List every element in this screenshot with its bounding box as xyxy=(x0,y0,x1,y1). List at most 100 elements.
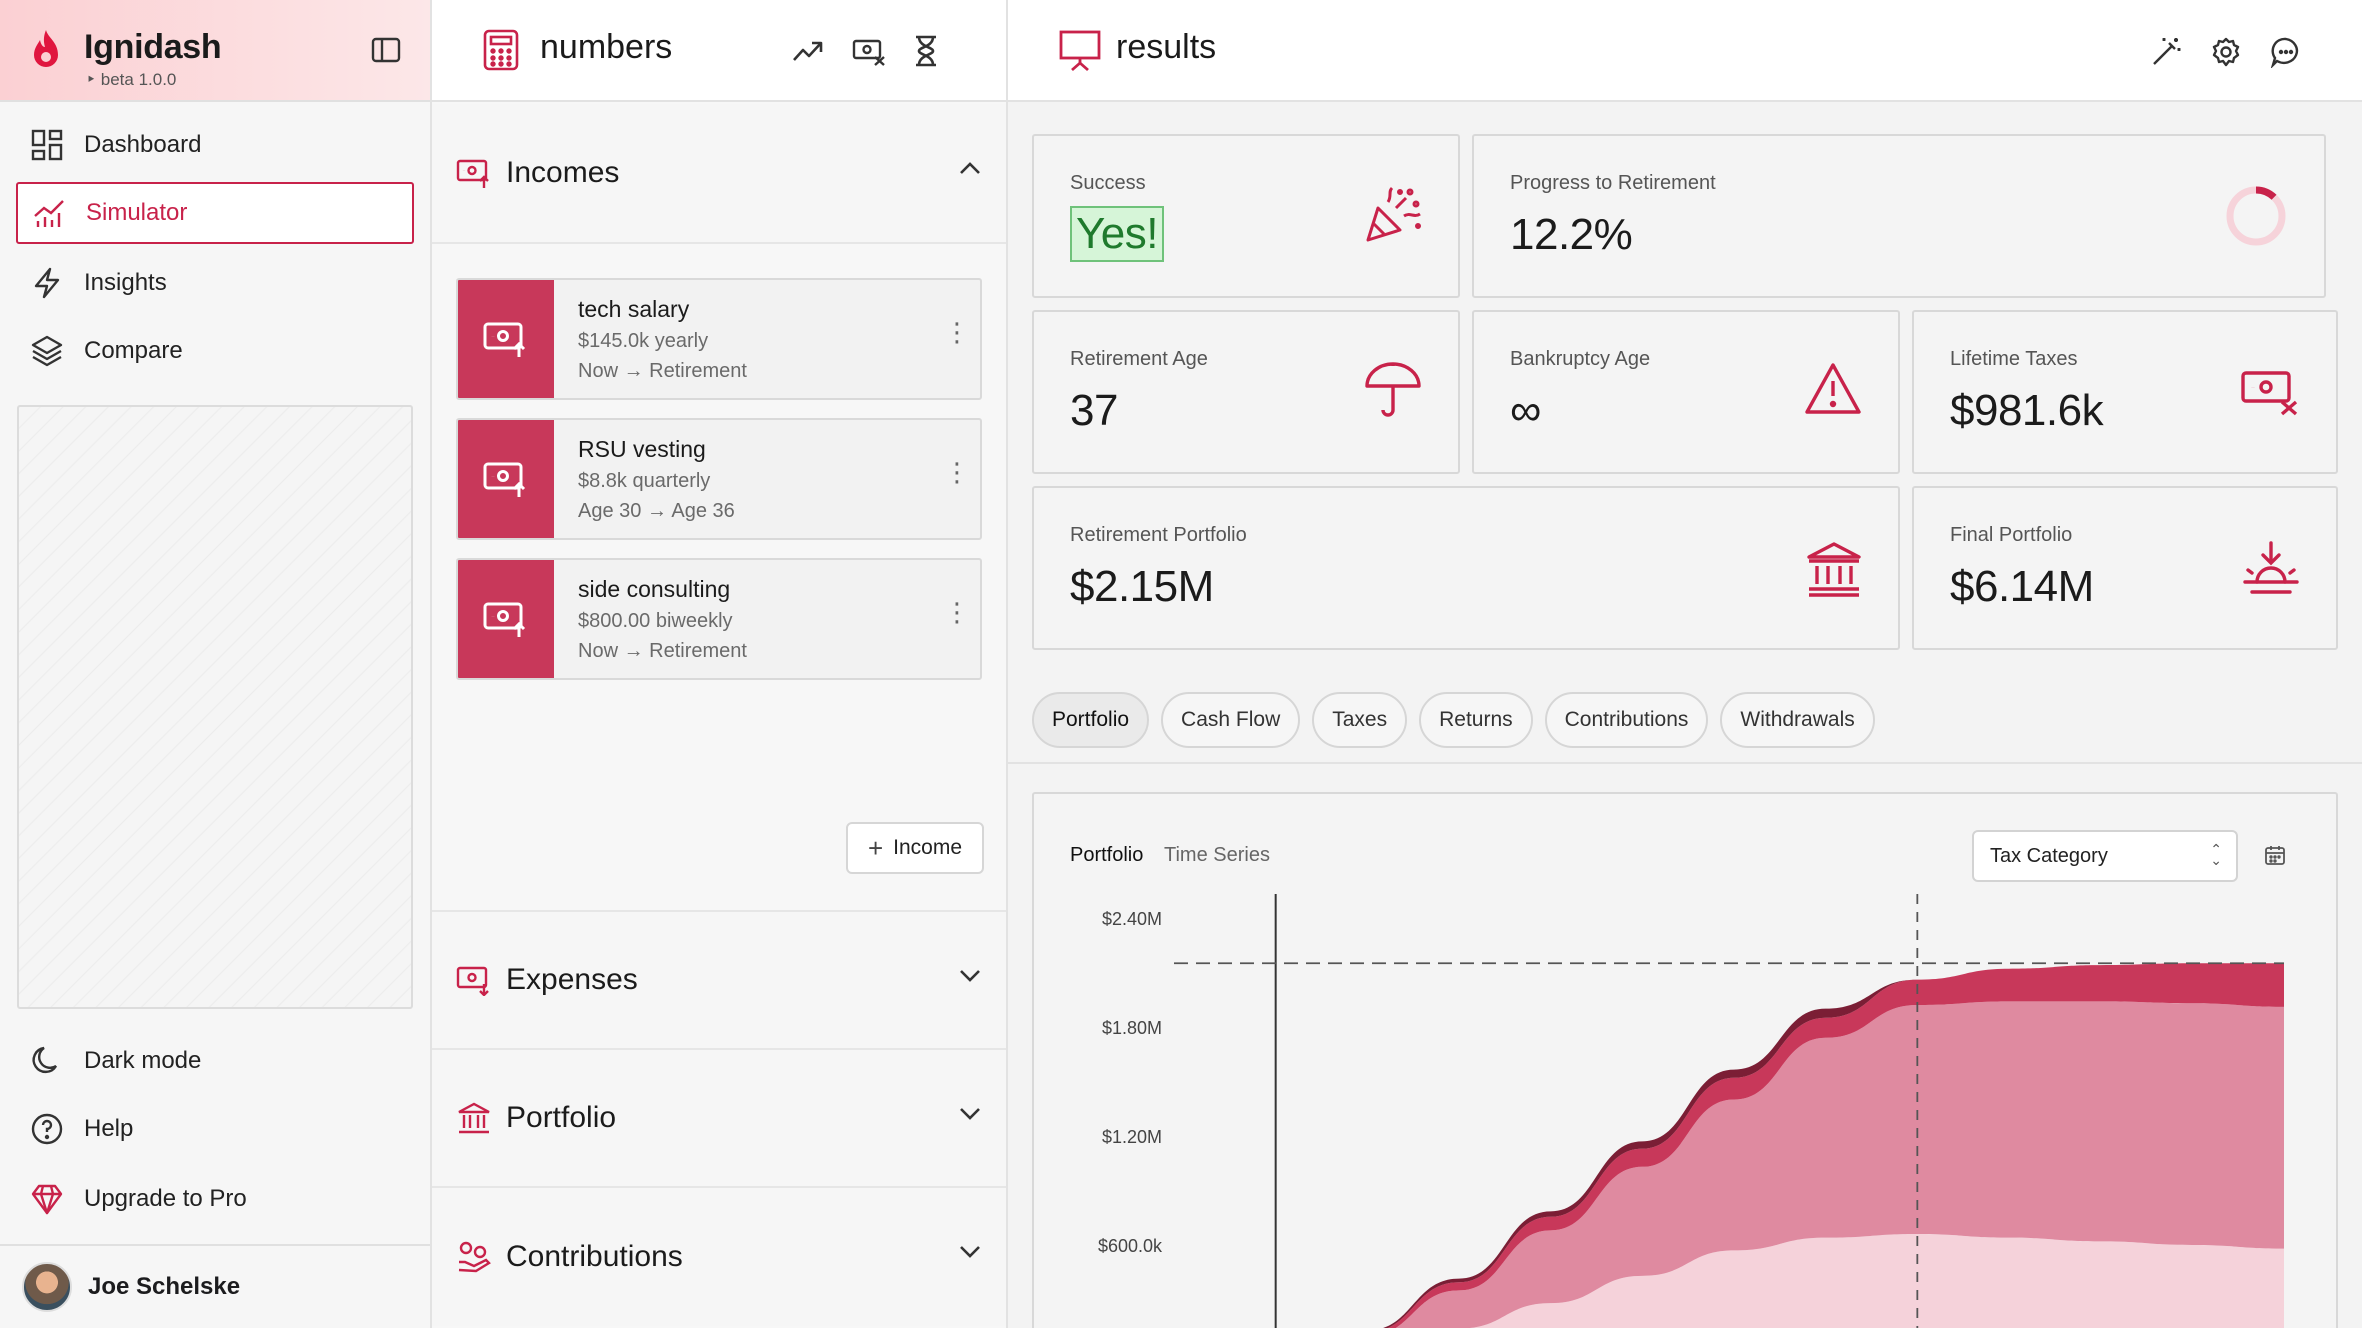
more-vertical-icon[interactable]: ⋮ xyxy=(944,597,970,627)
portfolio-title: Portfolio xyxy=(506,1101,617,1134)
results-column: results Success Yes! Progress to Retirem… xyxy=(1008,0,2362,1328)
progress-card: Progress to Retirement 12.2% xyxy=(1472,134,2326,298)
moon-icon xyxy=(32,1046,58,1074)
sunset-icon xyxy=(2242,540,2300,598)
bank-icon xyxy=(458,1102,490,1134)
chart-subtitle: Time Series xyxy=(1164,844,1270,866)
results-header: results xyxy=(1008,0,2362,102)
income-name: tech salary xyxy=(578,296,690,322)
income-tile xyxy=(458,420,554,538)
nav-simulator[interactable]: Simulator xyxy=(16,182,414,244)
nav-dashboard[interactable]: Dashboard xyxy=(16,114,414,176)
incomes-section-header[interactable]: Incomes xyxy=(432,104,1006,242)
gear-icon[interactable] xyxy=(2210,36,2242,68)
trend-up-icon[interactable] xyxy=(792,36,824,66)
final-portfolio-card: Final Portfolio $6.14M xyxy=(1912,486,2338,650)
nav-compare-label: Compare xyxy=(84,337,183,364)
nav-simulator-label: Simulator xyxy=(86,199,188,226)
success-badge: Yes! xyxy=(1070,206,1165,262)
sidebar-toggle-icon[interactable] xyxy=(370,34,402,66)
income-amount: $145.0k yearly xyxy=(578,330,709,352)
lifetime-taxes-card: Lifetime Taxes $981.6k xyxy=(1912,310,2338,474)
nav-insights[interactable]: Insights xyxy=(16,252,414,314)
simulator-chart-icon xyxy=(34,200,64,227)
nav-upgrade[interactable]: Upgrade to Pro xyxy=(16,1168,414,1230)
more-vertical-icon[interactable]: ⋮ xyxy=(944,317,970,347)
income-amount: $800.00 biweekly xyxy=(578,610,733,632)
user-name: Joe Schelske xyxy=(88,1273,241,1300)
numbers-header: numbers xyxy=(432,0,1006,102)
results-title: results xyxy=(1116,28,1217,66)
hourglass-icon[interactable] xyxy=(914,34,938,68)
income-card[interactable]: side consulting $800.00 biweekly Now → R… xyxy=(456,558,982,680)
party-popper-icon xyxy=(1364,186,1422,244)
tab-withdrawals[interactable]: Withdrawals xyxy=(1720,692,1875,748)
help-icon xyxy=(31,1113,63,1145)
nav-insights-label: Insights xyxy=(84,269,167,296)
portfolio-section-header[interactable]: Portfolio xyxy=(432,1050,1006,1188)
calendar-icon[interactable] xyxy=(2264,844,2286,866)
progress-arc xyxy=(2226,186,2286,246)
area-series-tax-free xyxy=(1469,1234,2284,1328)
bankruptcy-age-value: ∞ xyxy=(1510,386,1541,435)
income-name: side consulting xyxy=(578,576,731,602)
app-name: Ignidash xyxy=(84,28,222,66)
portfolio-chart-card: Portfolio Time Series Tax Category ⌃ ⌄ $6… xyxy=(1032,792,2338,1328)
retirement-age-value: 37 xyxy=(1070,386,1118,435)
hand-coins-icon xyxy=(458,1241,491,1273)
tab-returns[interactable]: Returns xyxy=(1419,692,1533,748)
area-series-taxable xyxy=(1387,963,2284,1328)
nav-dashboard-label: Dashboard xyxy=(84,131,202,158)
calculator-icon xyxy=(482,28,520,72)
add-income-button[interactable]: + Income xyxy=(846,822,984,874)
money-off-icon[interactable] xyxy=(852,36,886,66)
bankruptcy-age-label: Bankruptcy Age xyxy=(1510,348,1651,370)
chevron-up-icon xyxy=(960,162,980,174)
tab-contributions[interactable]: Contributions xyxy=(1544,692,1709,748)
area-series-tax-deferred xyxy=(1395,1001,2284,1328)
bank-icon xyxy=(1806,540,1862,598)
nav-dark-mode[interactable]: Dark mode xyxy=(16,1030,414,1092)
portfolio-area-chart: $600.0k $1.20M $1.80M $2.40M xyxy=(1098,894,2284,1328)
sidebar: Ignidash ‣ beta 1.0.0 Dashboard Simulato… xyxy=(0,0,432,1328)
nav-help[interactable]: Help xyxy=(16,1098,414,1160)
expense-icon xyxy=(456,966,489,996)
income-tile xyxy=(458,560,554,678)
expenses-section-header[interactable]: Expenses xyxy=(432,912,1006,1050)
y-tick-label: $1.20M xyxy=(1102,1127,1162,1147)
progress-ring-icon xyxy=(2224,184,2288,248)
income-range: Now → Retirement xyxy=(578,360,747,382)
flame-logo-icon xyxy=(26,28,66,72)
layers-icon xyxy=(31,335,63,367)
dashboard-icon xyxy=(31,129,63,161)
lifetime-taxes-value: $981.6k xyxy=(1950,386,2104,435)
plus-icon: + xyxy=(867,832,884,863)
chevron-down-icon xyxy=(960,1246,980,1258)
income-name: RSU vesting xyxy=(578,436,706,462)
tab-taxes[interactable]: Taxes xyxy=(1312,692,1408,748)
success-label: Success xyxy=(1070,172,1146,194)
nav-compare[interactable]: Compare xyxy=(16,320,414,382)
progress-label: Progress to Retirement xyxy=(1510,172,1716,194)
umbrella-icon xyxy=(1364,362,1422,420)
tax-category-select[interactable]: Tax Category ⌃ ⌄ xyxy=(1972,830,2238,882)
income-card[interactable]: RSU vesting $8.8k quarterly Age 30 → Age… xyxy=(456,418,982,540)
income-card[interactable]: tech salary $145.0k yearly Now → Retirem… xyxy=(456,278,982,400)
income-amount: $8.8k quarterly xyxy=(578,470,711,492)
expenses-title: Expenses xyxy=(506,963,638,996)
retirement-age-card: Retirement Age 37 xyxy=(1032,310,1460,474)
tab-cash-flow[interactable]: Cash Flow xyxy=(1161,692,1301,748)
chat-icon[interactable] xyxy=(2270,36,2302,68)
income-icon xyxy=(483,462,526,497)
income-range: Now → Retirement xyxy=(578,640,747,662)
tab-portfolio[interactable]: Portfolio xyxy=(1032,692,1150,748)
magic-wand-icon[interactable] xyxy=(2150,36,2182,68)
lifetime-taxes-label: Lifetime Taxes xyxy=(1950,348,2078,370)
lightning-icon xyxy=(34,267,60,299)
income-icon xyxy=(456,159,489,188)
user-menu[interactable]: Joe Schelske xyxy=(0,1244,430,1328)
sidebar-placeholder-panel xyxy=(17,405,413,1009)
contributions-section-header[interactable]: Contributions xyxy=(432,1188,1006,1326)
nav-dark-mode-label: Dark mode xyxy=(84,1047,202,1074)
more-vertical-icon[interactable]: ⋮ xyxy=(944,457,970,487)
